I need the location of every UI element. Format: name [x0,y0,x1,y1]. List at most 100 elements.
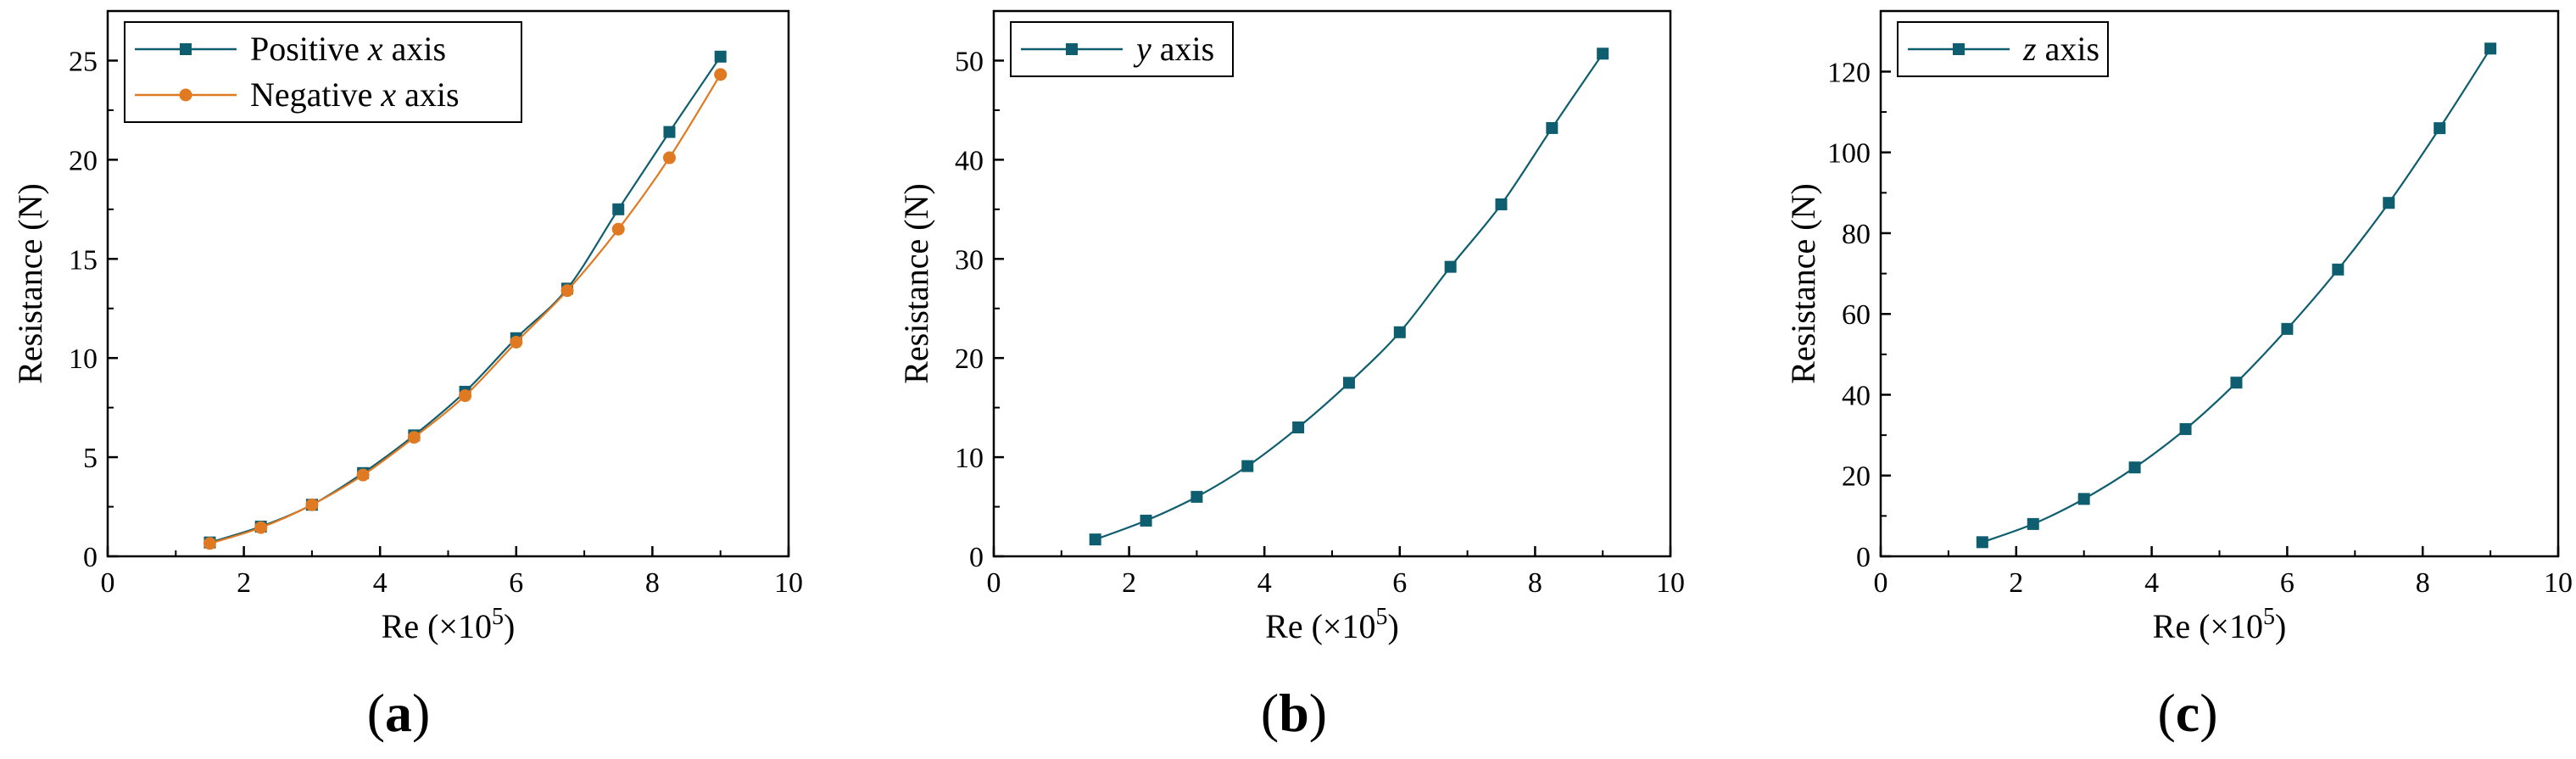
y-tick-label: 120 [1827,57,1871,88]
y-tick-label: 40 [1842,380,1871,411]
data-point [714,68,728,81]
series-1 [204,50,727,549]
x-tick-label: 10 [2544,567,2573,599]
legend-marker [1066,43,1078,55]
legend: Positive x axis Negative x axis [124,21,522,123]
legend-marker [179,88,192,102]
data-point [663,126,676,138]
x-tick-label: 2 [2009,567,2023,599]
x-tick-label: 8 [1528,567,1542,599]
data-point [2077,493,2090,505]
x-tick-label: 0 [1874,567,1888,599]
y-tick-label: 100 [1827,138,1871,170]
data-point [1597,47,1609,60]
series-2 [203,68,728,550]
x-tick-label: 6 [509,567,523,599]
x-tick-label: 6 [1392,567,1407,599]
data-point [714,50,727,63]
data-point [1495,198,1508,210]
panel-label: (b) [1261,683,1327,743]
x-tick-label: 4 [1257,567,1272,599]
y-tick-label: 60 [1842,299,1871,331]
x-tick-label: 8 [645,567,660,599]
y-axis-title: Resistance (N) [1784,183,1822,384]
plot-frame [992,9,1672,558]
legend-label: y axis [1133,30,1214,68]
data-point [459,389,472,403]
data-point [1190,490,1203,503]
y-tick-label: 20 [955,343,984,375]
data-point [2027,517,2039,530]
data-point [1241,460,1254,472]
y-tick-label: 5 [83,443,98,474]
data-point [612,203,625,215]
y-tick-label: 40 [955,145,984,176]
x-axis-title: Re (×105) [1265,604,1399,645]
x-tick-label: 4 [373,567,388,599]
y-tick-label: 0 [969,542,984,573]
x-tick-label: 0 [987,567,1001,599]
x-tick-label: 8 [2416,567,2430,599]
series-1 [1976,42,2497,549]
x-tick-label: 10 [1656,567,1685,599]
series-line [1095,53,1604,541]
data-point [2484,42,2497,55]
x-tick-label: 6 [2280,567,2294,599]
legend: z axis [1897,21,2109,77]
y-axis-title: Resistance (N) [897,183,935,384]
data-point [510,335,523,349]
legend-label: z axis [2022,30,2099,68]
data-point [1546,121,1558,134]
y-tick-label: 15 [69,244,98,276]
data-point [203,537,216,550]
legend-marker [1953,43,1965,55]
legend-marker [180,43,192,55]
y-tick-label: 10 [955,443,984,474]
data-point [1292,421,1305,434]
plot-frame [1879,9,2560,558]
data-point [560,284,574,298]
panel-label: (c) [2157,683,2217,743]
y-tick-label: 0 [83,542,98,573]
x-tick-label: 0 [101,567,115,599]
x-axis-title: Re (×105) [2153,604,2287,645]
data-point [305,498,319,511]
data-point [254,521,268,534]
series-line [209,74,722,544]
panel-a: 0 2 4 6 8 10 0 5 10 15 20 25 Re (×105) Resistance (N)… [11,9,803,743]
panel-b: 0 2 4 6 8 10 0 10 20 30 40 50 Re (×105) Resistance (N… [897,9,1685,743]
y-tick-label: 30 [955,244,984,276]
data-point [2128,461,2141,474]
data-point [1140,514,1152,527]
y-tick-label: 25 [69,46,98,77]
data-point [2281,322,2294,335]
data-point [2332,263,2345,276]
data-point [2179,422,2192,435]
data-point [407,431,421,444]
data-point [611,222,625,236]
y-tick-label: 10 [69,343,98,375]
series-1 [1089,47,1609,546]
legend-label: Negative x axis [250,75,460,114]
series-line [1982,47,2492,544]
data-point [2230,377,2243,389]
data-point [1342,377,1355,389]
data-point [1393,326,1406,338]
data-point [662,151,676,165]
data-point [1976,536,1988,549]
data-point [2383,197,2395,209]
x-axis-title: Re (×105) [382,604,516,645]
data-point [1089,533,1101,546]
data-point [2434,122,2446,135]
y-tick-label: 20 [1842,461,1871,493]
y-tick-label: 80 [1842,219,1871,250]
legend-box [124,21,522,123]
y-tick-label: 20 [69,145,98,176]
x-tick-label: 4 [2144,567,2159,599]
data-point [356,468,370,482]
legend: y axis [1010,21,1234,77]
y-tick-label: 0 [1856,542,1871,573]
